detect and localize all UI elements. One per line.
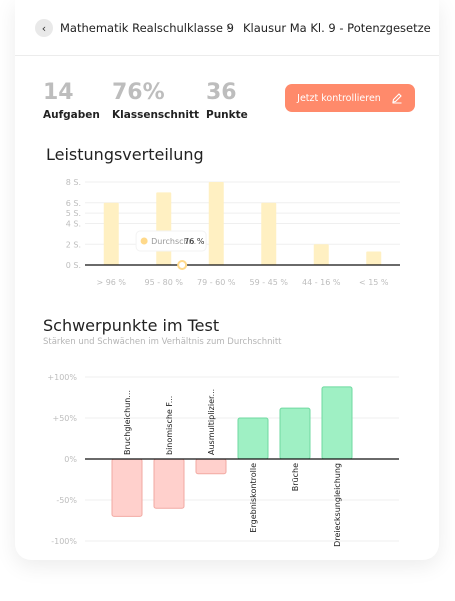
performance-chart: 0 S. 2 S. 4 S. 5 S.6 S. 8 S. > 96 % 95 - 80 % 7… — [66, 178, 400, 287]
focus-chart: +100% +50% 0% -50% -100% Bruchgleichun... bino… — [47, 373, 399, 547]
topic-label: Brüche — [291, 463, 300, 491]
report-card: ‹ Mathematik Realschulklasse 9 › Klausur… — [15, 0, 439, 560]
check-now-label: Jetzt kontrollieren — [297, 92, 381, 104]
x-tick-label: 44 - 16 % — [302, 278, 341, 287]
focus-title: Schwerpunkte im Test — [43, 316, 220, 335]
y-tick-label: -50% — [56, 496, 77, 505]
check-now-button[interactable]: Jetzt kontrollieren — [285, 84, 415, 112]
topic-label: Ergebniskontrolle — [249, 463, 258, 533]
average-tooltip-label: Durchschn. — [151, 237, 196, 246]
y-tick-label: 2 S. — [66, 240, 81, 249]
weakness-bar — [111, 458, 143, 517]
distribution-bar — [366, 251, 382, 265]
stat-points-label: Punkte — [206, 109, 248, 121]
distribution-bar — [103, 202, 119, 265]
average-marker — [177, 260, 188, 270]
average-tooltip-value: 76 % — [184, 237, 205, 246]
topic-label: binomische F... — [165, 396, 174, 455]
breadcrumb-item-exam[interactable]: Klausur Ma Kl. 9 - Potenzgesetze — [243, 21, 431, 35]
x-tick-label: 79 - 60 % — [197, 278, 236, 287]
breadcrumb-item-course[interactable]: Mathematik Realschulklasse 9 — [60, 21, 234, 35]
y-tick-label: +50% — [53, 414, 78, 423]
stat-average-label: Klassenschnitt — [112, 109, 199, 121]
x-tick-label: 95 - 80 % — [145, 278, 184, 287]
stat-tasks-value: 14 — [43, 80, 74, 105]
topic-label: Bruchgleichun... — [123, 390, 132, 455]
average-legend-dot — [140, 237, 148, 245]
back-button[interactable]: ‹ — [35, 19, 53, 37]
chevron-left-icon: ‹ — [41, 21, 47, 35]
stat-tasks-label: Aufgaben — [43, 109, 100, 121]
y-tick-label: 8 S. — [66, 178, 81, 187]
x-tick-label: > 96 % — [96, 278, 126, 287]
x-tick-label: 59 - 45 % — [250, 278, 289, 287]
y-tick-label: -100% — [51, 537, 77, 546]
breadcrumb-separator: › — [226, 20, 231, 34]
strength-bar — [279, 407, 311, 460]
y-tick-label: 6 S. — [66, 199, 81, 208]
y-tick-label: 4 S. — [66, 220, 81, 229]
weakness-bar — [153, 458, 185, 509]
topic-label: Ausmultiplizier... — [207, 389, 216, 455]
breadcrumb: ‹ Mathematik Realschulklasse 9 › Klausur… — [15, 0, 439, 56]
y-tick-label: 5 S. — [66, 209, 81, 218]
topic-label: Dreiecksungleichung — [333, 463, 342, 547]
y-tick-label: 0 S. — [66, 261, 81, 270]
distribution-bar — [261, 202, 277, 265]
y-tick-label: +100% — [47, 373, 77, 382]
stat-points-value: 36 — [206, 80, 237, 105]
pencil-icon — [392, 93, 402, 104]
average-tooltip — [135, 230, 207, 252]
x-tick-label: < 15 % — [359, 278, 389, 287]
focus-subtitle: Stärken und Schwächen im Verhältnis zum … — [43, 337, 282, 347]
stat-average-value: 76% — [112, 80, 165, 105]
distribution-bar — [208, 182, 224, 265]
weakness-bar — [195, 458, 227, 475]
distribution-bar — [313, 244, 329, 265]
strength-bar — [237, 417, 269, 460]
strength-bar — [321, 386, 353, 460]
performance-title: Leistungsverteilung — [46, 145, 204, 164]
y-tick-label: 0% — [64, 455, 77, 464]
distribution-bar — [156, 192, 172, 265]
